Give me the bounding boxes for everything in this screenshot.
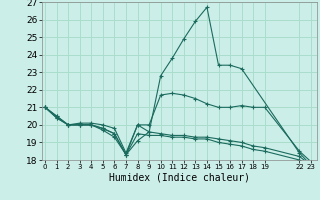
- X-axis label: Humidex (Indice chaleur): Humidex (Indice chaleur): [109, 173, 250, 183]
